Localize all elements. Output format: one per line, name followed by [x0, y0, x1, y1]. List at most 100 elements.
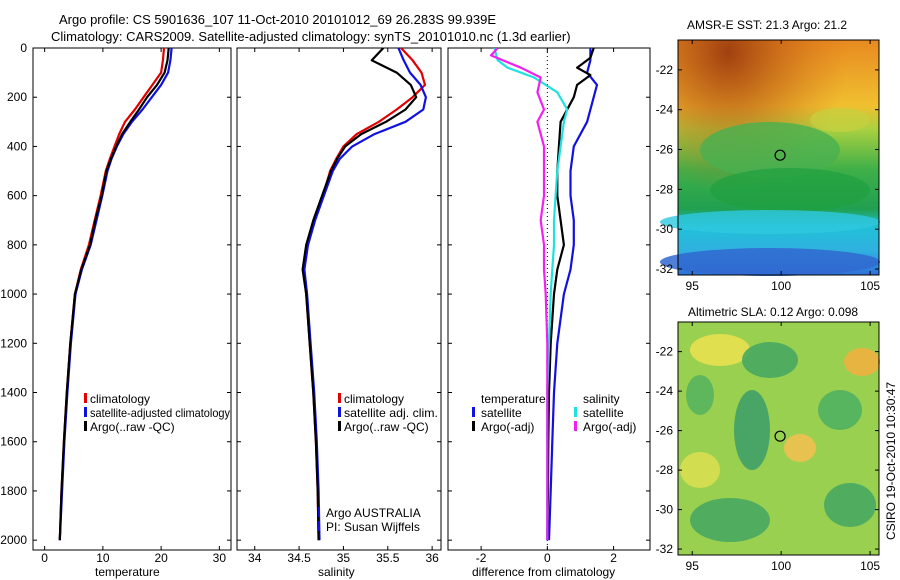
map-y-tick-label: -22 [656, 345, 674, 359]
sla-map-frame [677, 321, 880, 556]
legend-swatch-temp-argo [472, 421, 475, 431]
csiro-timestamp: CSIRO 19-Oct-2010 10:30:47 [884, 382, 898, 540]
x-tick-label: 34 [248, 551, 262, 565]
x-tick-label: -2 [476, 551, 487, 565]
map-y-tick-label: -24 [656, 384, 674, 398]
legend-swatch-sal-satellite [574, 407, 577, 417]
axes-ticks: 0 10 20 30020040060080010001200140016001800… [0, 41, 650, 565]
series-line-satellite-adjusted-climatology [58, 48, 173, 541]
sla-eddy [824, 483, 876, 527]
y-tick-label: 1600 [0, 435, 27, 449]
series-line-temperature-satellite [547, 48, 599, 541]
sst-blue-band [660, 248, 880, 276]
map-y-tick-label: -32 [656, 262, 674, 276]
x-tick-label: 10 [96, 551, 110, 565]
annotation-marker [318, 507, 320, 517]
temperature-legend: climatology satellite-adjusted climatolo… [84, 392, 230, 434]
map-y-tick-label: -32 [656, 542, 674, 556]
x-tick-label: 35 [337, 551, 351, 565]
map-ticks: 95 100 105 -22 -24 -26 -28 -30 -32 95 100 105 -22 -24… [656, 40, 880, 573]
legend-label-sal-argo: Argo(-adj) [583, 420, 636, 434]
sla-eddy [818, 390, 862, 430]
map-x-tick-label: 95 [686, 279, 700, 293]
x-tick-label: 35.5 [376, 551, 400, 565]
y-tick-label: 600 [7, 189, 27, 203]
map-y-tick-label: -30 [656, 222, 674, 236]
difference-legend: temperature satellite Argo(-adj) salinit… [472, 392, 636, 434]
series-line-temperature-argo-adj- [546, 48, 595, 541]
x-tick-label: 36 [425, 551, 439, 565]
legend-header-salinity: salinity [583, 392, 620, 406]
y-tick-label: 1400 [0, 386, 27, 400]
map-y-tick-label: -28 [656, 182, 674, 196]
annotation-line2: PI: Susan Wijffels [326, 520, 420, 534]
sst-dark-green [710, 168, 870, 212]
legend-header-temperature: temperature [481, 392, 546, 406]
sla-yellow-north [690, 334, 750, 366]
y-tick-label: 1800 [0, 484, 27, 498]
annotation-line1: Argo AUSTRALIA [326, 506, 421, 520]
salinity-legend: climatology satellite adj. clim. Argo(..… [338, 392, 438, 434]
sla-yellow-south [680, 452, 720, 488]
legend-label-satellite: satellite adj. clim. [344, 406, 438, 420]
salinity-axis-label: salinity [318, 565, 355, 579]
map-y-tick-label: -28 [656, 463, 674, 477]
y-tick-label: 200 [7, 90, 27, 104]
x-tick-label: 34.5 [287, 551, 311, 565]
legend-swatch-sal-argo [574, 421, 577, 431]
y-tick-label: 800 [7, 238, 27, 252]
series-line-satellite-adj-clim- [303, 48, 427, 541]
difference-lines [489, 48, 599, 550]
y-tick-label: 2000 [0, 533, 27, 547]
map-x-tick-label: 105 [860, 279, 880, 293]
sla-eddy [686, 375, 714, 415]
map-y-tick-label: -30 [656, 503, 674, 517]
temperature-axis-label: temperature [95, 565, 160, 579]
legend-label-satellite: satellite-adjusted climatology [90, 406, 230, 420]
sst-cyan-band [660, 210, 880, 234]
legend-label-climatology: climatology [344, 392, 404, 406]
float-position-marker [774, 149, 786, 161]
legend-label-temp-satellite: satellite [481, 406, 522, 420]
sla-eddy [742, 342, 798, 378]
sst-map-title: AMSR-E SST: 21.3 Argo: 21.2 [687, 18, 847, 32]
legend-label-climatology: climatology [90, 392, 150, 406]
legend-swatch-satellite [338, 407, 341, 417]
map-x-tick-label: 105 [860, 559, 880, 573]
operator-annotation: Argo AUSTRALIA PI: Susan Wijffels [318, 506, 421, 534]
sst-map-frame [677, 39, 880, 276]
x-tick-label: 20 [154, 551, 168, 565]
map-x-tick-label: 100 [771, 559, 791, 573]
legend-label-sal-satellite: satellite [583, 406, 624, 420]
legend-label-argo: Argo(..raw -QC) [90, 420, 175, 434]
sst-map [660, 39, 880, 276]
legend-swatch-argo [338, 421, 341, 431]
map-y-tick-label: -24 [656, 103, 674, 117]
series-line-argo-raw-qc- [58, 48, 170, 541]
x-tick-label: 30 [213, 551, 227, 565]
difference-axis-label: difference from climatology [472, 565, 615, 579]
temperature-plot-frame [32, 47, 232, 551]
x-tick-label: 0 [41, 551, 48, 565]
series-line-salinity-argo-adj- [489, 48, 549, 541]
y-tick-label: 400 [7, 139, 27, 153]
x-tick-label: 0 [544, 551, 551, 565]
legend-swatch-climatology [84, 393, 87, 403]
sst-green-tongue [700, 122, 840, 178]
salinity-lines [301, 48, 427, 541]
map-x-tick-label: 95 [686, 559, 700, 573]
x-tick-label: 2 [610, 551, 617, 565]
legend-swatch-argo [84, 421, 87, 431]
chart-title-line1: Argo profile: CS 5901636_107 11-Oct-2010… [59, 12, 496, 27]
legend-swatch-temp-satellite [472, 407, 475, 417]
map-y-tick-label: -26 [656, 424, 674, 438]
salinity-plot-frame [236, 47, 442, 551]
legend-label-temp-argo: Argo(-adj) [481, 420, 534, 434]
y-tick-label: 0 [20, 41, 27, 55]
y-tick-label: 1200 [0, 336, 27, 350]
sla-eddy [690, 498, 770, 542]
series-line-salinity-satellite [493, 48, 569, 541]
sla-orange-east [844, 348, 880, 376]
series-line-argo-raw-qc- [301, 48, 418, 541]
